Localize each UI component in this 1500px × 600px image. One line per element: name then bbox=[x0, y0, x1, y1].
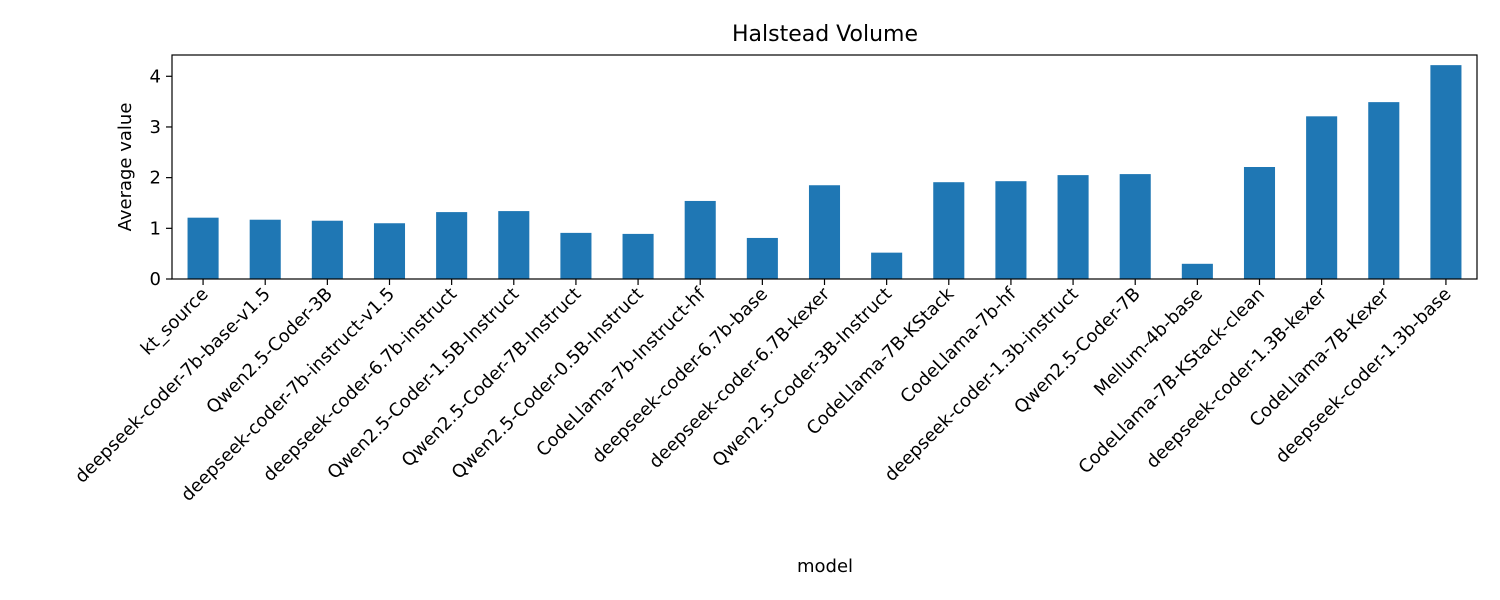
bar-deepseek-coder-1.3b-instruct bbox=[1057, 175, 1089, 279]
y-tick-label: 3 bbox=[150, 117, 161, 138]
bar-Qwen2.5-Coder-3B-Instruct bbox=[871, 252, 903, 279]
bar-deepseek-coder-7b-instruct-v1.5 bbox=[373, 223, 406, 279]
y-tick-label: 0 bbox=[150, 269, 161, 290]
y-axis-label: Average value bbox=[115, 103, 136, 232]
bar-CodeLlama-7B-Kexer bbox=[1368, 102, 1400, 279]
bar-CodeLlama-7b-hf bbox=[995, 181, 1027, 279]
bars-group bbox=[187, 65, 1462, 279]
y-tick-label: 4 bbox=[150, 66, 161, 87]
y-tick-label: 2 bbox=[150, 168, 161, 189]
bar-deepseek-coder-6.7B-kexer bbox=[808, 185, 841, 279]
y-axis-ticks: 0 1 2 3 4 bbox=[150, 66, 172, 290]
x-axis-ticks: kt_sourcedeepseek-coder-7b-base-v1.5Qwen… bbox=[71, 279, 1455, 506]
x-tick-label: Mellum-4b-base bbox=[1090, 284, 1207, 401]
bar-CodeLlama-7b-Instruct-hf bbox=[684, 200, 716, 279]
bar-Qwen2.5-Coder-1.5B-Instruct bbox=[498, 211, 530, 279]
bar-Qwen2.5-Coder-3B bbox=[311, 220, 343, 279]
bar-deepseek-coder-1.3b-base bbox=[1430, 65, 1462, 279]
bar-deepseek-coder-6.7b-base bbox=[746, 237, 778, 279]
bar-CodeLlama-7B-KStack bbox=[933, 182, 965, 279]
bar-deepseek-coder-1.3B-kexer bbox=[1306, 116, 1338, 279]
bar-Qwen2.5-Coder-7B-Instruct bbox=[560, 232, 592, 279]
bar-kt_source bbox=[187, 217, 219, 279]
x-tick-label: CodeLlama-7b-hf bbox=[896, 283, 1020, 407]
x-axis-label: model bbox=[797, 556, 853, 577]
y-tick-label: 1 bbox=[150, 218, 161, 239]
bar-Qwen2.5-Coder-0.5B-Instruct bbox=[622, 233, 654, 279]
bar-Mellum-4b-base bbox=[1181, 263, 1213, 279]
chart-title: Halstead Volume bbox=[732, 22, 918, 47]
bar-Qwen2.5-Coder-7B bbox=[1119, 174, 1151, 279]
bar-deepseek-coder-7b-base-v1.5 bbox=[249, 219, 281, 279]
bar-deepseek-coder-6.7b-instruct bbox=[436, 212, 468, 279]
bar-CodeLlama-7B-KStack-clean bbox=[1243, 167, 1276, 279]
